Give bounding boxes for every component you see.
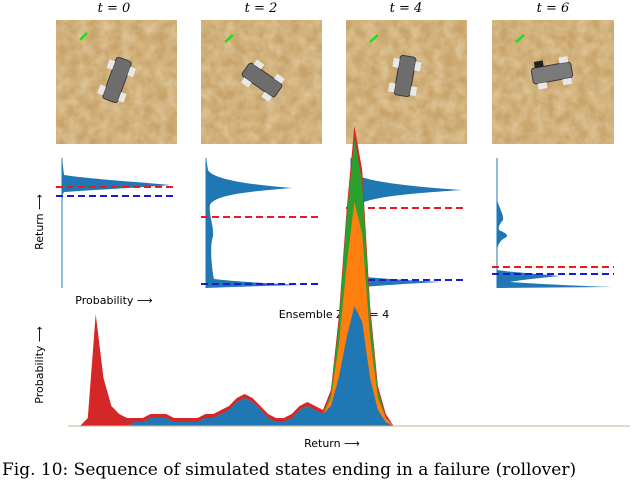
frame-label: t = 6 bbox=[537, 1, 570, 16]
return-distribution bbox=[351, 158, 462, 288]
small-ylabel: Return ⟶ bbox=[33, 194, 46, 250]
frame-2: t = 4 bbox=[346, 1, 467, 144]
dist-panel-0 bbox=[56, 158, 177, 288]
dist-panel-3 bbox=[492, 158, 614, 288]
ensemble-series-orange bbox=[80, 202, 472, 426]
ensemble-series-red bbox=[80, 126, 472, 426]
ensemble-series-green bbox=[80, 138, 472, 426]
frame-label: t = 2 bbox=[245, 1, 278, 16]
frame-0: t = 0 bbox=[56, 1, 177, 144]
rc-car-icon bbox=[240, 59, 285, 102]
small-xlabel: Probability ⟶ bbox=[75, 294, 153, 307]
ensemble-plot bbox=[80, 126, 472, 426]
ensemble-title: Ensemble Z at t = 4 bbox=[279, 308, 390, 321]
return-distribution bbox=[497, 158, 612, 288]
ensemble-series-blue bbox=[80, 306, 472, 426]
frame-1: t = 2 bbox=[201, 1, 322, 144]
goal-marker-icon bbox=[515, 34, 525, 43]
return-distribution bbox=[206, 158, 300, 288]
goal-marker-icon bbox=[79, 32, 88, 41]
frame-label: t = 4 bbox=[390, 1, 423, 16]
rc-car-icon bbox=[530, 56, 574, 90]
figure-caption: Fig. 10: Sequence of simulated states en… bbox=[2, 460, 577, 480]
ensemble-xlabel: Return ⟶ bbox=[304, 437, 360, 450]
dist-panel-1 bbox=[201, 158, 322, 288]
frame-label: t = 0 bbox=[98, 1, 131, 16]
sand-texture bbox=[492, 20, 614, 144]
rc-car-icon bbox=[388, 54, 422, 98]
ensemble-ylabel: Probability ⟶ bbox=[33, 326, 46, 404]
goal-marker-icon bbox=[369, 34, 379, 43]
return-distribution bbox=[62, 158, 170, 288]
goal-marker-icon bbox=[224, 34, 234, 43]
frame-3: t = 6 bbox=[492, 1, 614, 144]
rc-car-icon bbox=[97, 56, 136, 104]
